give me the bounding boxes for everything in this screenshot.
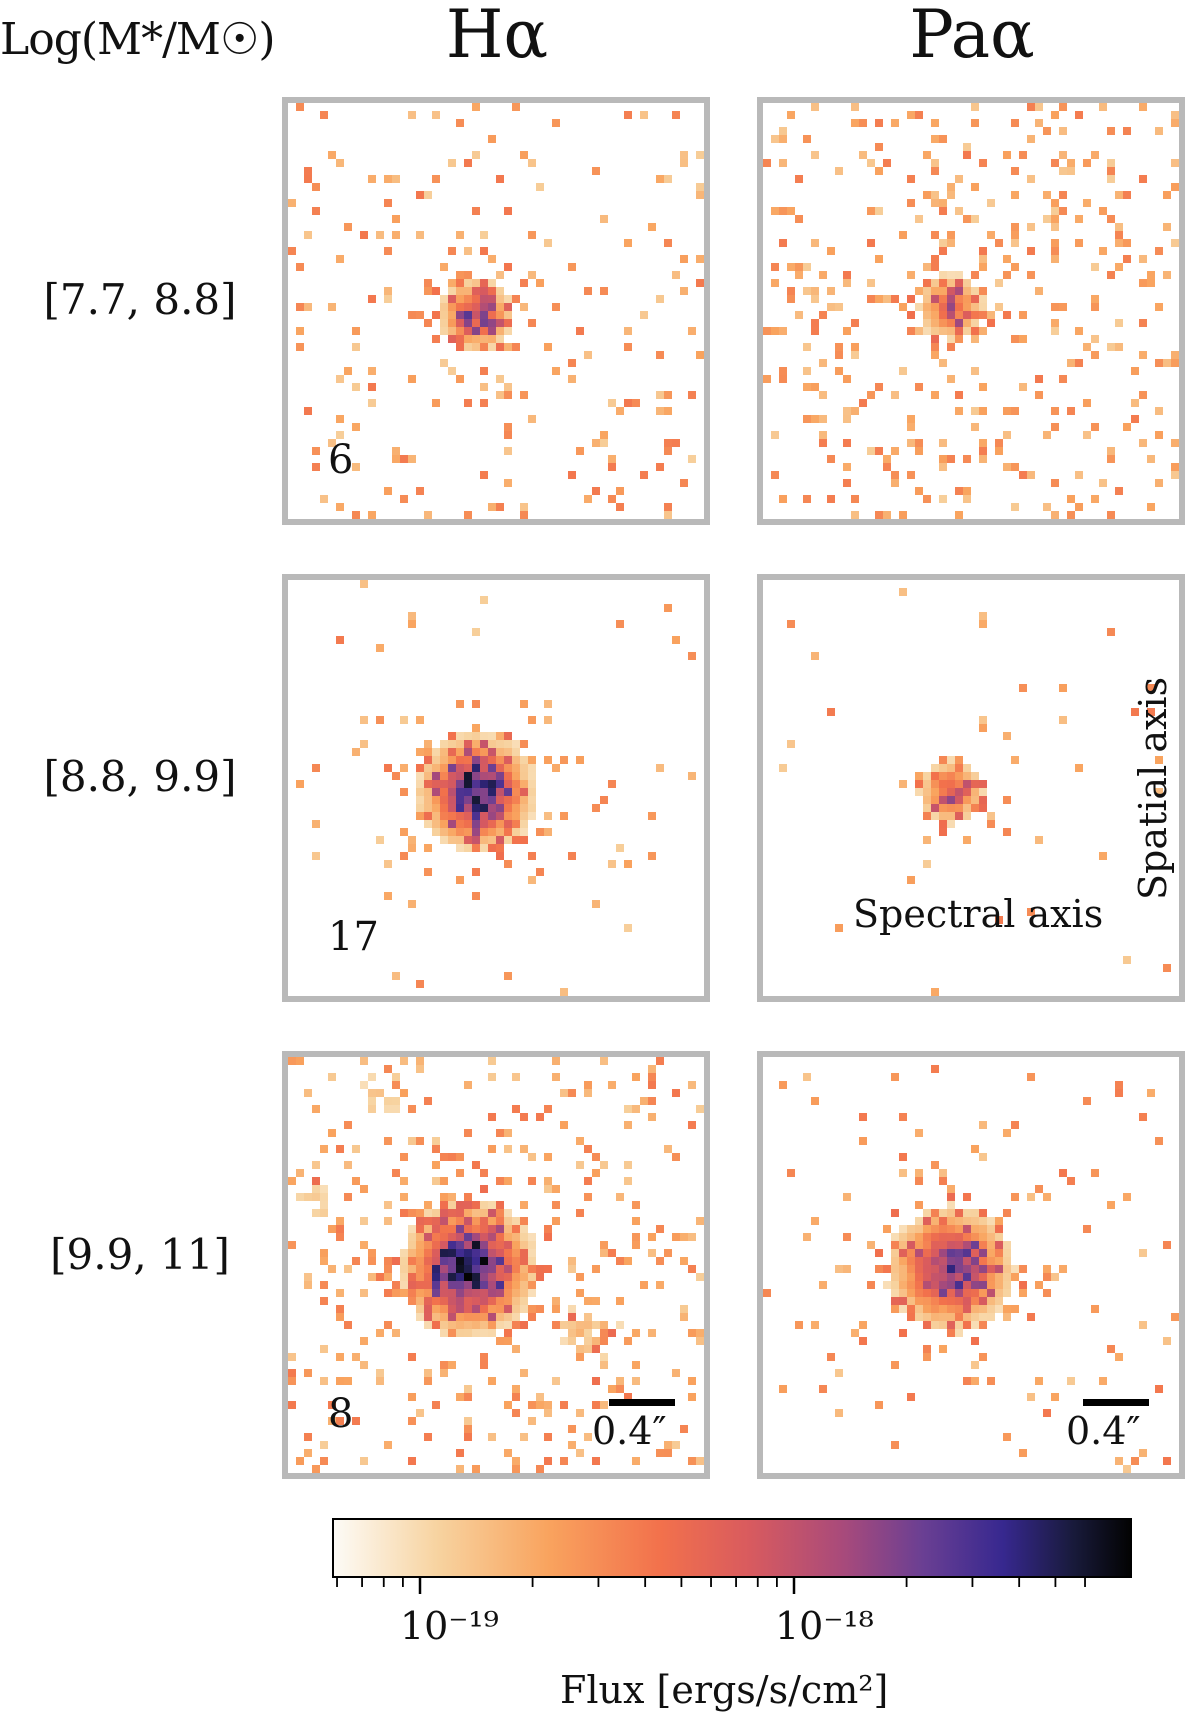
stack-count-label: 6	[328, 437, 354, 483]
stack-count-label: 17	[328, 914, 379, 960]
spatial-axis-label: Spatial axis	[1131, 676, 1175, 900]
row-label-mass-bin-1: [7.7, 8.8]	[43, 275, 237, 324]
scale-bar-label: 0.4″	[1066, 1409, 1141, 1453]
panel-paalpha-bin-2: Spectral axis Spatial axis	[757, 574, 1185, 1002]
scale-bar	[609, 1399, 675, 1406]
panel-halpha-bin-3: 8 0.4″	[282, 1051, 710, 1479]
panel-halpha-bin-2: 17	[282, 574, 710, 1002]
spectral-axis-label: Spectral axis	[853, 892, 1104, 936]
colorbar	[332, 1518, 1132, 1578]
panel-paalpha-bin-3: 0.4″	[757, 1051, 1185, 1479]
column-header-halpha: Hα	[445, 0, 549, 73]
row-label-mass-bin-2: [8.8, 9.9]	[43, 752, 237, 801]
colorbar-tick-label-1e-18: 10⁻¹⁸	[775, 1604, 874, 1648]
stacked-image-paalpha-bin-2	[763, 580, 1179, 996]
colorbar-label: Flux [ergs/s/cm²]	[560, 1668, 889, 1712]
panel-halpha-bin-1: 6	[282, 97, 710, 525]
colorbar-tick-label-1e-19: 10⁻¹⁹	[400, 1604, 499, 1648]
colorbar-ticks	[336, 1578, 1086, 1594]
stack-count-label: 8	[328, 1391, 354, 1437]
scale-bar	[1083, 1399, 1149, 1406]
column-header-paalpha: Paα	[909, 0, 1035, 73]
scale-bar-label: 0.4″	[592, 1409, 667, 1453]
row-label-mass-bin-3: [9.9, 11]	[50, 1230, 230, 1279]
panel-paalpha-bin-1	[757, 97, 1185, 525]
stacked-image-paalpha-bin-1	[763, 103, 1179, 519]
y-axis-title: Log(M*/M☉)	[0, 14, 276, 65]
stacked-image-halpha-bin-1	[288, 103, 704, 519]
stacked-image-halpha-bin-2	[288, 580, 704, 996]
